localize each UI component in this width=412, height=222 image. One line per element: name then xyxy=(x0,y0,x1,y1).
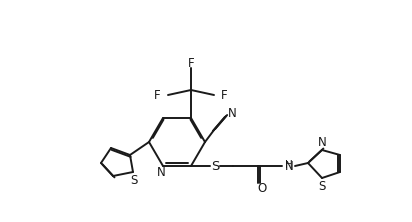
Text: N: N xyxy=(157,166,165,180)
Text: N: N xyxy=(318,137,326,149)
Text: N: N xyxy=(285,159,294,172)
Text: H: H xyxy=(285,160,293,170)
Text: S: S xyxy=(318,180,326,192)
Text: S: S xyxy=(211,159,219,172)
Text: F: F xyxy=(221,89,227,101)
Text: S: S xyxy=(130,174,138,186)
Text: N: N xyxy=(227,107,236,119)
Text: F: F xyxy=(188,57,194,69)
Text: F: F xyxy=(154,89,161,101)
Text: O: O xyxy=(258,182,267,194)
